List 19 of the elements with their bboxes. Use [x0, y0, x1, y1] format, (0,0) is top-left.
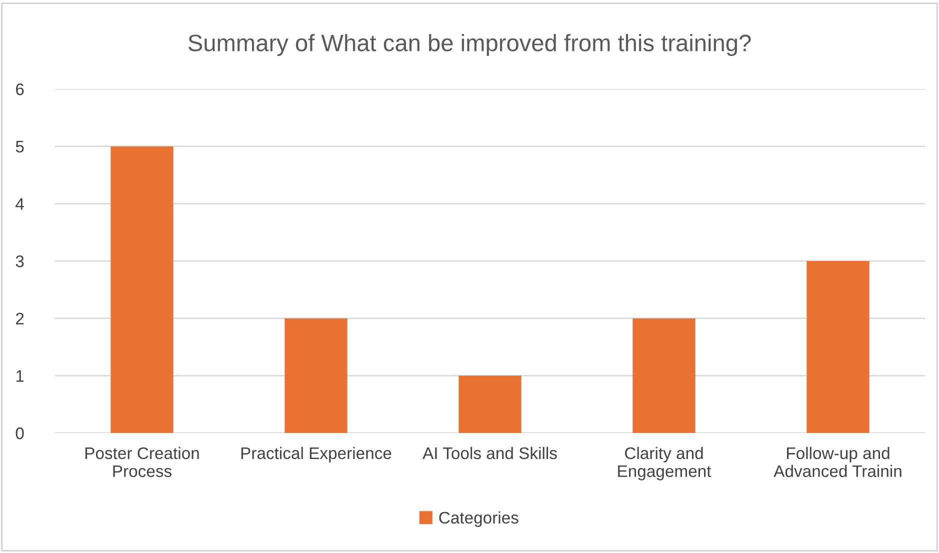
y-tick-label: 0 — [16, 427, 24, 440]
y-tick-label: 2 — [16, 312, 24, 324]
bar — [632, 318, 696, 433]
x-tick-label: Poster Creation Process — [85, 446, 199, 478]
x-tick-label: Clarity and Engagement — [618, 446, 712, 480]
bar — [284, 318, 348, 433]
x-tick-label: Practical Experience — [241, 446, 392, 462]
y-tick-label: 6 — [16, 83, 24, 96]
y-tick-label: 4 — [16, 198, 24, 210]
x-tick-label: AI Tools and Skills — [422, 446, 557, 460]
y-tick-label: 5 — [16, 140, 24, 153]
y-tick-label: 3 — [16, 255, 24, 268]
y-tick-label: 1 — [16, 370, 24, 382]
chart-title: Summary of What can be improved from this training? — [188, 34, 751, 56]
legend-label: Categories — [439, 511, 518, 527]
bar — [110, 146, 174, 433]
bar — [806, 261, 870, 433]
bar — [458, 376, 522, 433]
x-tick-label: Follow-up and Advanced Trainin — [774, 446, 902, 478]
